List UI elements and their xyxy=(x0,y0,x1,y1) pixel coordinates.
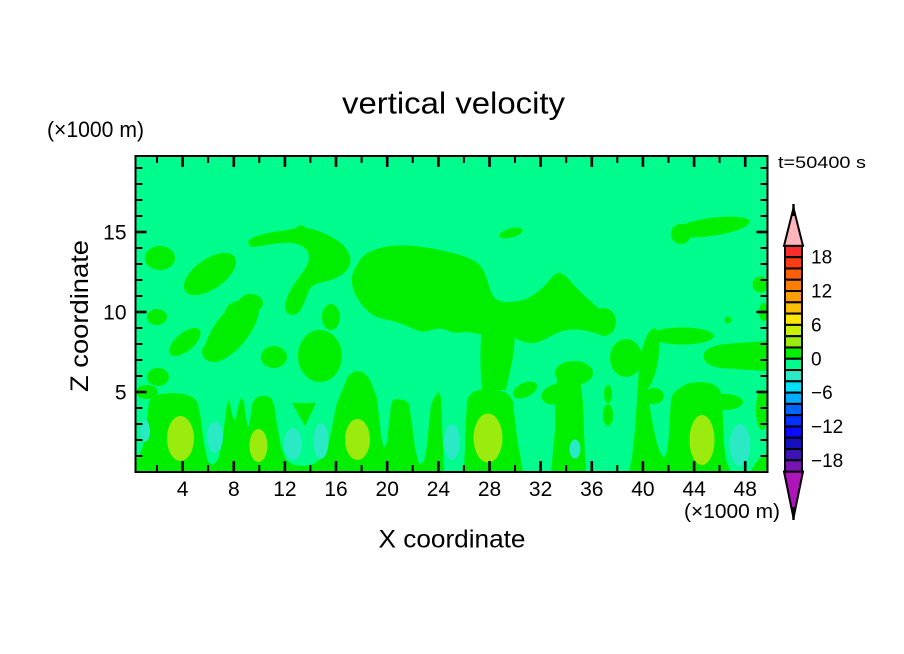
svg-text:16: 16 xyxy=(324,478,347,501)
svg-text:36: 36 xyxy=(580,478,603,501)
svg-text:15: 15 xyxy=(103,222,126,245)
svg-text:4: 4 xyxy=(177,478,189,501)
svg-text:(×1000 m): (×1000 m) xyxy=(47,117,144,142)
svg-text:44: 44 xyxy=(682,478,706,501)
svg-text:18: 18 xyxy=(811,248,832,269)
svg-text:24: 24 xyxy=(427,478,451,501)
svg-text:Z coordinate: Z coordinate xyxy=(66,240,94,392)
svg-text:32: 32 xyxy=(529,478,552,501)
svg-text:−12: −12 xyxy=(811,417,843,438)
svg-text:(×1000 m): (×1000 m) xyxy=(684,501,780,523)
svg-text:6: 6 xyxy=(811,315,822,336)
svg-text:t=50400 s: t=50400 s xyxy=(778,153,866,172)
svg-text:vertical velocity: vertical velocity xyxy=(342,86,566,121)
svg-text:5: 5 xyxy=(115,382,127,405)
svg-text:X coordinate: X coordinate xyxy=(379,526,526,554)
svg-text:28: 28 xyxy=(478,478,501,501)
svg-text:40: 40 xyxy=(631,478,654,501)
svg-text:12: 12 xyxy=(273,478,296,501)
svg-text:−18: −18 xyxy=(811,451,843,472)
svg-text:12: 12 xyxy=(811,282,832,303)
svg-text:0: 0 xyxy=(811,349,822,370)
svg-text:8: 8 xyxy=(228,478,240,501)
svg-text:10: 10 xyxy=(103,302,126,325)
svg-text:−6: −6 xyxy=(811,383,833,404)
svg-text:20: 20 xyxy=(376,478,399,501)
svg-text:48: 48 xyxy=(734,478,757,501)
